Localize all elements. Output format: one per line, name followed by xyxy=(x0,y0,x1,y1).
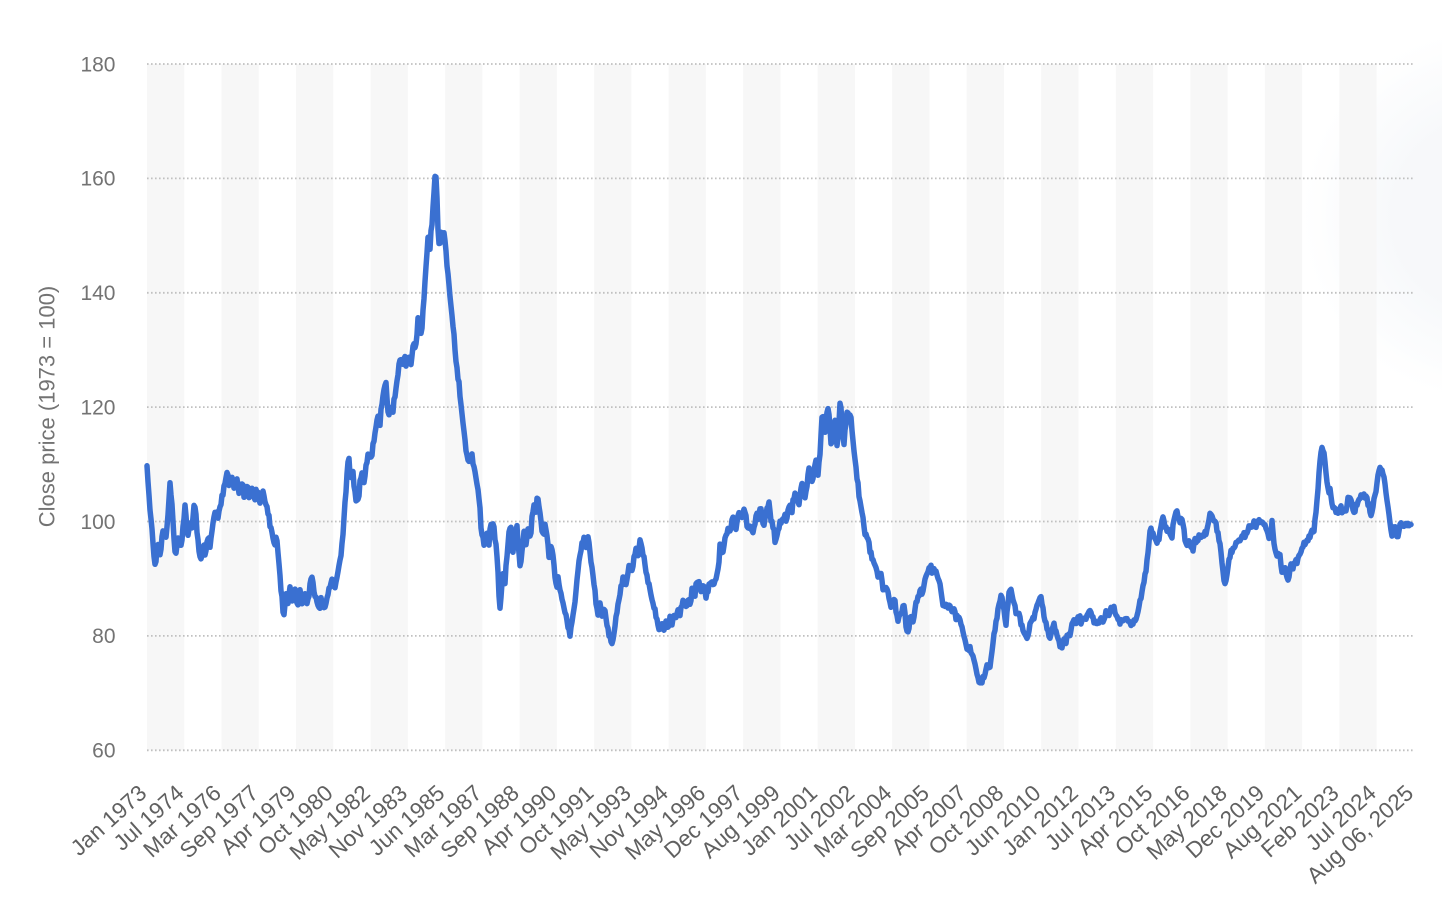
svg-text:60: 60 xyxy=(92,740,115,763)
svg-text:180: 180 xyxy=(80,53,115,76)
svg-text:100: 100 xyxy=(80,511,115,534)
svg-text:160: 160 xyxy=(80,168,115,191)
svg-text:120: 120 xyxy=(80,396,115,419)
svg-text:Close price (1973 = 100): Close price (1973 = 100) xyxy=(35,286,60,528)
svg-text:80: 80 xyxy=(92,625,115,648)
svg-text:140: 140 xyxy=(80,282,115,305)
